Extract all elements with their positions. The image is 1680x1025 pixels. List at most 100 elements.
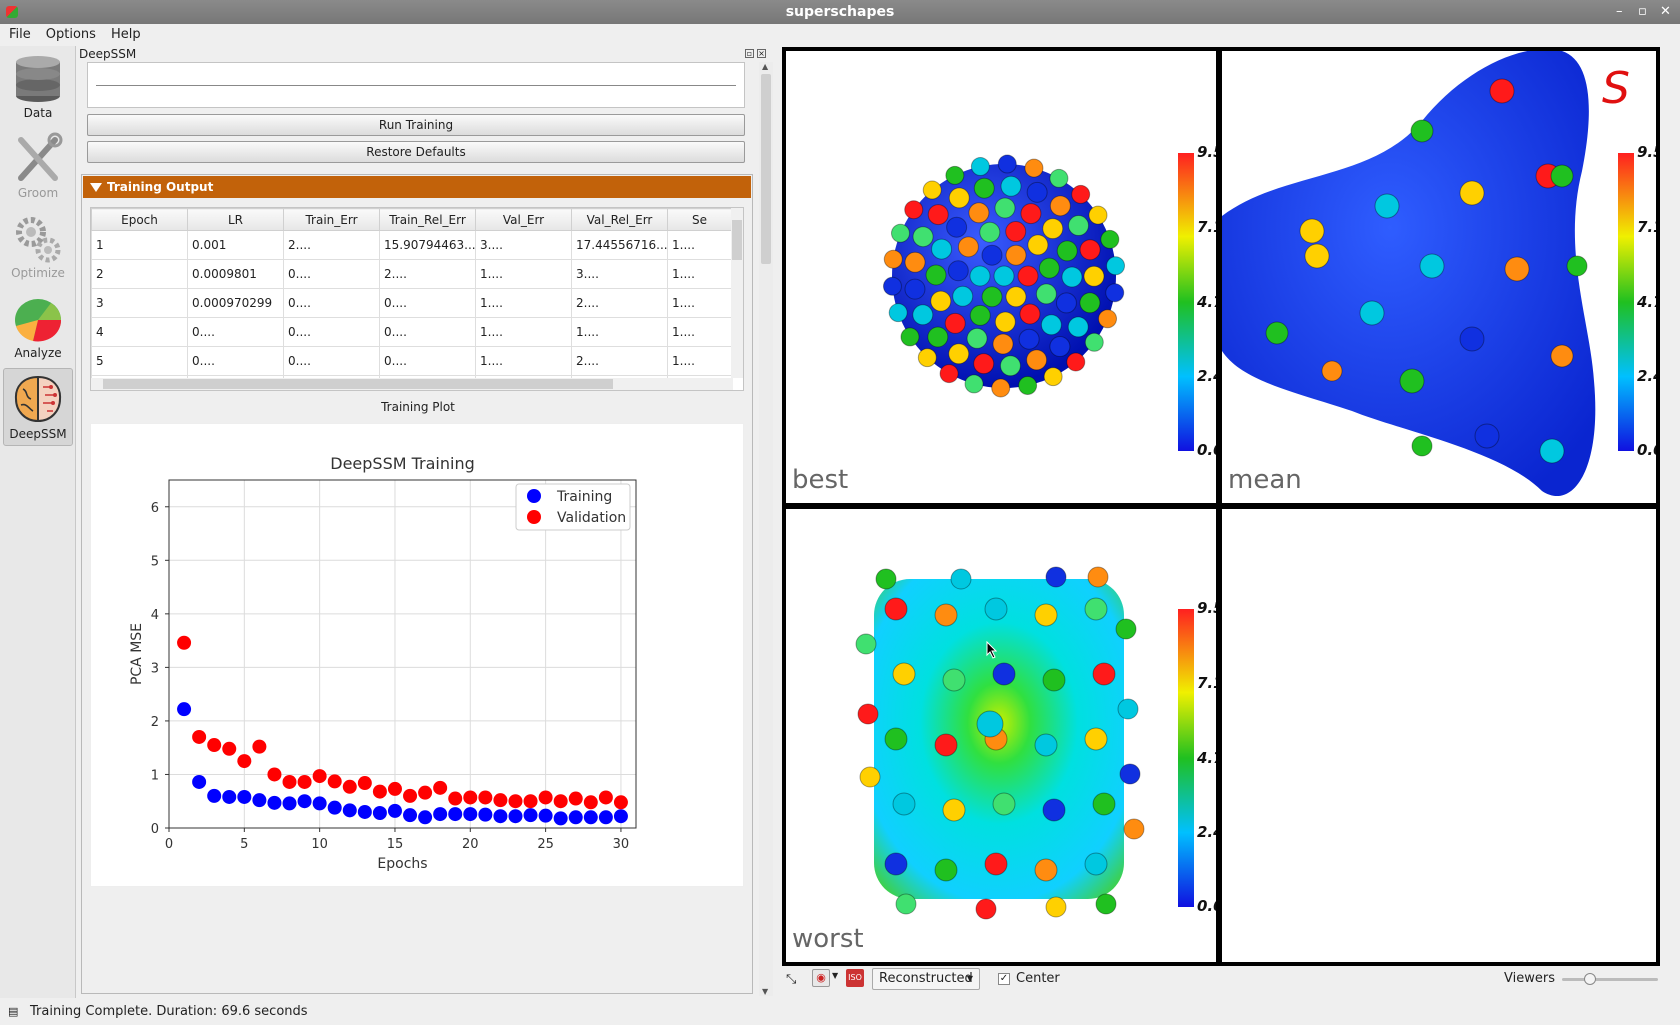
viewers-slider[interactable] [1562,973,1658,985]
viewer-best[interactable]: 9.5 7.1 4.7 2.4 0.0 best [786,51,1216,503]
panel-close-icon[interactable]: × [757,49,766,58]
log-icon[interactable]: ▤ [8,1005,19,1018]
scroll-up-icon[interactable]: ▲ [762,62,769,71]
table-cell[interactable]: 0.001 [187,230,284,260]
chevron-down-icon[interactable]: ▼ [832,971,839,980]
col-header[interactable]: LR [187,208,284,231]
tool-data[interactable]: Data [3,48,73,126]
viewer-controls: ⤡ ◉ ▼ ISO Reconstructed ▼ ✓ Center Viewe… [782,966,1680,994]
col-header[interactable]: Val_Rel_Err [571,208,668,231]
table-cell[interactable]: 0.... [283,317,380,347]
iso-surface-icon[interactable]: ISO [846,969,864,987]
table-cell[interactable]: 15.90794463... [379,230,476,260]
undock-icon[interactable]: ▫ [745,49,754,58]
menu-file[interactable]: File [9,27,31,42]
table-cell[interactable]: 1.... [475,259,572,289]
table-row[interactable]: 2 0.0009801 0.... 2.... 1.... 3.... 1.... [91,259,732,289]
col-header[interactable]: Se [667,208,732,231]
col-header[interactable]: Val_Err [475,208,572,231]
table-cell[interactable]: 1.... [667,259,732,289]
camera-icon[interactable]: ◉ [812,969,830,987]
data-point-validation [297,774,312,789]
table-cell[interactable]: 0.000970299 [187,288,284,318]
table-cell[interactable]: 1.... [667,346,732,376]
data-point-validation [448,791,463,806]
restore-defaults-button[interactable]: Restore Defaults [87,141,745,163]
data-point-training [237,789,252,804]
table-cell[interactable]: 3.... [475,230,572,260]
data-point-training [508,809,523,824]
tool-deepssm[interactable]: DeepSSM [3,368,73,446]
run-training-button[interactable]: Run Training [87,114,745,136]
fit-view-icon[interactable]: ⤡ [786,972,797,987]
display-mode-select[interactable]: Reconstructed ▼ [872,968,980,990]
table-cell[interactable]: 2.... [571,346,668,376]
viewers-slider-handle[interactable] [1584,973,1596,985]
table-cell[interactable]: 1.... [475,317,572,347]
tool-optimize[interactable]: Optimize [3,208,73,286]
minimize-icon[interactable]: – [1616,4,1623,19]
col-header[interactable]: Epoch [91,208,188,231]
y-axis-label: PCA MSE [129,623,145,685]
table-cell[interactable]: 1.... [667,317,732,347]
table-vertical-scrollbar[interactable] [731,208,743,378]
table-cell[interactable]: 1 [91,230,188,260]
table-cell[interactable]: 3 [91,288,188,318]
particle-sphere [979,221,1001,243]
menu-options[interactable]: Options [45,27,96,42]
data-point-validation [282,774,297,789]
viewer-empty[interactable] [1222,509,1656,962]
menu-help[interactable]: Help [110,27,141,42]
viewer-mean[interactable]: S 9.5 7.1 4.7 2.4 0.0 mean [1222,51,1656,503]
legend-box [515,483,631,531]
table-cell[interactable]: 1.... [475,346,572,376]
col-header[interactable]: Train_Err [283,208,380,231]
viewer-worst[interactable]: 9.5 7.1 4.7 2.4 0.0 worst [786,509,1216,962]
table-row[interactable]: 5 0.... 0.... 0.... 1.... 2.... 1.... [91,346,732,376]
scroll-down-icon[interactable]: ▼ [762,987,769,996]
table-cell[interactable]: 1.... [667,288,732,318]
table-cell[interactable]: 3.... [571,259,668,289]
training-table[interactable]: Epoch LR Train_Err Train_Rel_Err Val_Err… [90,207,744,391]
close-icon[interactable]: ✕ [1660,4,1671,19]
table-horizontal-scrollbar[interactable] [91,378,733,390]
center-checkbox[interactable]: ✓ [998,973,1010,985]
maximize-icon[interactable]: ▫ [1638,4,1647,19]
table-cell[interactable]: 2.... [283,230,380,260]
table-cell[interactable]: 0.... [283,346,380,376]
table-cell[interactable]: 5 [91,346,188,376]
table-cell[interactable]: 1.... [475,288,572,318]
table-cell[interactable]: 0.... [187,346,284,376]
table-cell[interactable]: 0.... [379,346,476,376]
table-cell[interactable]: 1.... [571,317,668,347]
tool-analyze[interactable]: Analyze [3,288,73,366]
table-cell[interactable]: 0.... [283,288,380,318]
training-output-header[interactable]: Training Output [83,176,751,198]
table-cell[interactable]: 0.... [379,317,476,347]
tool-groom[interactable]: Groom [3,128,73,206]
center-label: Center [1016,971,1060,986]
table-cell[interactable]: 0.0009801 [187,259,284,289]
table-cell[interactable]: 2 [91,259,188,289]
table-cell[interactable]: 2.... [379,259,476,289]
panel-scrollbar[interactable]: ▲ ▼ [759,62,773,996]
table-row[interactable]: 4 0.... 0.... 0.... 1.... 1.... 1.... [91,317,732,347]
table-row[interactable]: 3 0.000970299 0.... 0.... 1.... 2.... 1.... [91,288,732,318]
table-cell[interactable]: 2.... [571,288,668,318]
data-point-validation [613,795,628,810]
panel-scroll-thumb[interactable] [761,74,771,264]
x-tick-label: 20 [462,837,479,852]
particle-sphere [1040,314,1062,336]
particle-sphere [1410,119,1434,143]
table-cell[interactable]: 0.... [379,288,476,318]
table-row[interactable]: 1 0.001 2.... 15.90794463... 3.... 17.4455671… [91,230,732,260]
table-cell[interactable]: 0.... [187,317,284,347]
table-cell[interactable]: 1.... [667,230,732,260]
table-header-row: Epoch LR Train_Err Train_Rel_Err Val_Err… [91,208,732,231]
table-cell[interactable]: 0.... [283,259,380,289]
table-cell[interactable]: 4 [91,317,188,347]
col-header[interactable]: Train_Rel_Err [379,208,476,231]
particle-sphere [939,364,959,384]
table-cell[interactable]: 17.44556716... [571,230,668,260]
parameters-text-area[interactable] [87,62,745,108]
